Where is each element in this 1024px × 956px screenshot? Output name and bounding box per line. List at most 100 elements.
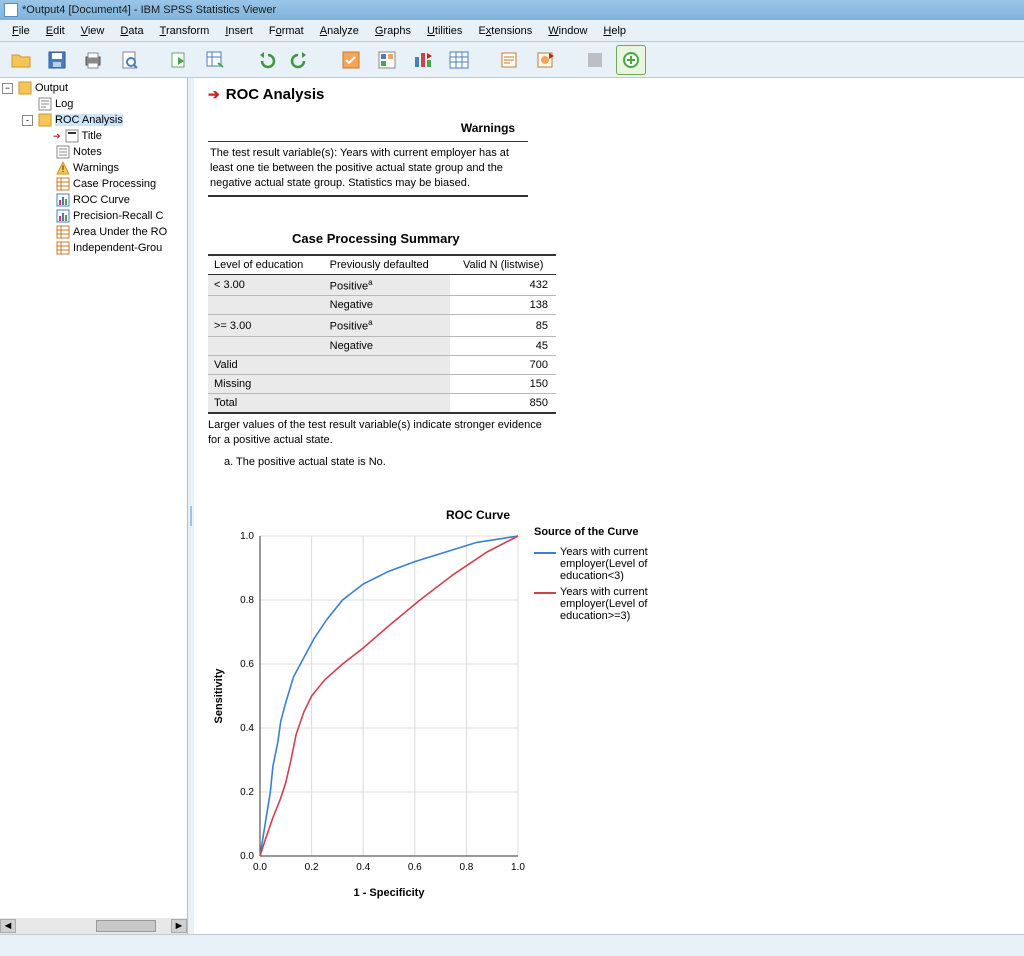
tool-5[interactable] xyxy=(336,45,366,75)
legend-item: Years with current employer(Level of edu… xyxy=(534,586,674,622)
cps-h0: Level of education xyxy=(208,255,324,275)
undo-button[interactable] xyxy=(250,45,280,75)
legend-swatch xyxy=(534,592,556,594)
svg-text:1 - Specificity: 1 - Specificity xyxy=(354,887,426,899)
legend-label: Years with current employer(Level of edu… xyxy=(560,586,674,622)
outline-tree[interactable]: − Output Log-ROC Analysis➔Title Notes! War… xyxy=(0,78,188,934)
arrow-icon: ➔ xyxy=(53,131,61,142)
log-icon xyxy=(38,97,52,111)
output-icon xyxy=(18,81,32,95)
svg-text:0.8: 0.8 xyxy=(459,862,473,873)
svg-text:0.2: 0.2 xyxy=(305,862,319,873)
scroll-right-icon[interactable]: ► xyxy=(171,919,187,933)
tree-item[interactable]: ROC Curve xyxy=(0,192,187,208)
arrow-icon: ➔ xyxy=(208,86,220,103)
legend-title: Source of the Curve xyxy=(534,526,674,538)
tree-item[interactable]: ! Warnings xyxy=(0,160,187,176)
svg-text:0.4: 0.4 xyxy=(240,723,254,734)
goto-data-button[interactable] xyxy=(200,45,230,75)
cps-footnote-a: a. The positive actual state is No. xyxy=(224,456,1010,468)
tree-item[interactable]: Case Processing xyxy=(0,176,187,192)
svg-text:0.6: 0.6 xyxy=(240,659,254,670)
tool-10[interactable] xyxy=(530,45,560,75)
redo-button[interactable] xyxy=(286,45,316,75)
tree-item-label: Case Processing xyxy=(73,178,156,190)
tree-item[interactable]: Notes xyxy=(0,144,187,160)
menu-transform[interactable]: Transform xyxy=(152,23,218,39)
roc-title: ROC Curve xyxy=(328,508,628,522)
svg-text:0.0: 0.0 xyxy=(253,862,267,873)
tool-12[interactable] xyxy=(616,45,646,75)
cps-footnote: Larger values of the test result variabl… xyxy=(208,418,556,448)
menu-graphs[interactable]: Graphs xyxy=(367,23,419,39)
chart-icon xyxy=(56,193,70,207)
statusbar xyxy=(0,934,1024,956)
legend-label: Years with current employer(Level of edu… xyxy=(560,546,674,582)
svg-text:1.0: 1.0 xyxy=(511,862,525,873)
tree-item[interactable]: Precision-Recall C xyxy=(0,208,187,224)
tree-item[interactable]: Area Under the RO xyxy=(0,224,187,240)
cps-h2: Valid N (listwise) xyxy=(450,255,556,275)
menu-edit[interactable]: Edit xyxy=(38,23,73,39)
cps-table: Level of education Previously defaulted … xyxy=(208,254,556,414)
tree-item[interactable]: Log xyxy=(0,96,187,112)
menu-utilities[interactable]: Utilities xyxy=(419,23,470,39)
table-icon xyxy=(56,225,70,239)
tree-hscrollbar[interactable]: ◄ ► xyxy=(0,918,187,934)
svg-text:0.8: 0.8 xyxy=(240,595,254,606)
menu-help[interactable]: Help xyxy=(595,23,634,39)
scroll-left-icon[interactable]: ◄ xyxy=(0,919,16,933)
collapse-icon[interactable]: - xyxy=(22,115,33,126)
save-button[interactable] xyxy=(42,45,72,75)
cps-title: Case Processing Summary xyxy=(292,231,1010,246)
roc-chart: 0.00.00.20.20.40.40.60.60.80.81.01.01 - … xyxy=(208,526,528,906)
preview-button[interactable] xyxy=(114,45,144,75)
legend-item: Years with current employer(Level of edu… xyxy=(534,546,674,582)
menu-window[interactable]: Window xyxy=(540,23,595,39)
menu-file[interactable]: File xyxy=(4,23,38,39)
open-button[interactable] xyxy=(6,45,36,75)
tool-8[interactable] xyxy=(444,45,474,75)
folder-icon xyxy=(38,113,52,127)
notes-icon xyxy=(56,145,70,159)
tree-item[interactable]: -ROC Analysis xyxy=(0,112,187,128)
window-titlebar: *Output4 [Document4] - IBM SPSS Statisti… xyxy=(0,0,1024,20)
menu-analyze[interactable]: Analyze xyxy=(312,23,367,39)
table-row: Negative138 xyxy=(208,296,556,315)
tree-item-label: Warnings xyxy=(73,162,119,174)
tree-item-label: Precision-Recall C xyxy=(73,210,163,222)
app-icon xyxy=(4,3,18,17)
main-area: − Output Log-ROC Analysis➔Title Notes! War… xyxy=(0,78,1024,934)
tool-9[interactable] xyxy=(494,45,524,75)
tool-7[interactable] xyxy=(408,45,438,75)
svg-text:!: ! xyxy=(62,164,65,174)
splitter[interactable] xyxy=(188,78,194,934)
collapse-icon[interactable]: − xyxy=(2,83,13,94)
output-content[interactable]: ➔ ROC Analysis Warnings The test result … xyxy=(194,78,1024,934)
cps-h1: Previously defaulted xyxy=(324,255,451,275)
menu-data[interactable]: Data xyxy=(112,23,151,39)
window-title: *Output4 [Document4] - IBM SPSS Statisti… xyxy=(22,4,276,16)
menu-insert[interactable]: Insert xyxy=(217,23,261,39)
table-icon xyxy=(56,241,70,255)
menu-extensions[interactable]: Extensions xyxy=(470,23,540,39)
menu-view[interactable]: View xyxy=(73,23,113,39)
tree-item[interactable]: Independent-Grou xyxy=(0,240,187,256)
export-button[interactable] xyxy=(164,45,194,75)
table-row: Total850 xyxy=(208,393,556,413)
scroll-thumb[interactable] xyxy=(96,920,156,932)
tree-root[interactable]: − Output xyxy=(0,80,187,96)
table-row: < 3.00Positivea432 xyxy=(208,274,556,296)
tree-item-label: Independent-Grou xyxy=(73,242,162,254)
menubar: File Edit View Data Transform Insert For… xyxy=(0,20,1024,42)
svg-text:0.0: 0.0 xyxy=(240,851,254,862)
roc-legend: Source of the Curve Years with current e… xyxy=(534,526,674,626)
tree-item[interactable]: ➔Title xyxy=(0,128,187,144)
tool-11 xyxy=(580,45,610,75)
tree-item-label: Area Under the RO xyxy=(73,226,167,238)
menu-format[interactable]: Format xyxy=(261,23,312,39)
tool-6[interactable] xyxy=(372,45,402,75)
table-row: Negative45 xyxy=(208,336,556,355)
tree-item-label: Notes xyxy=(73,146,102,158)
print-button[interactable] xyxy=(78,45,108,75)
